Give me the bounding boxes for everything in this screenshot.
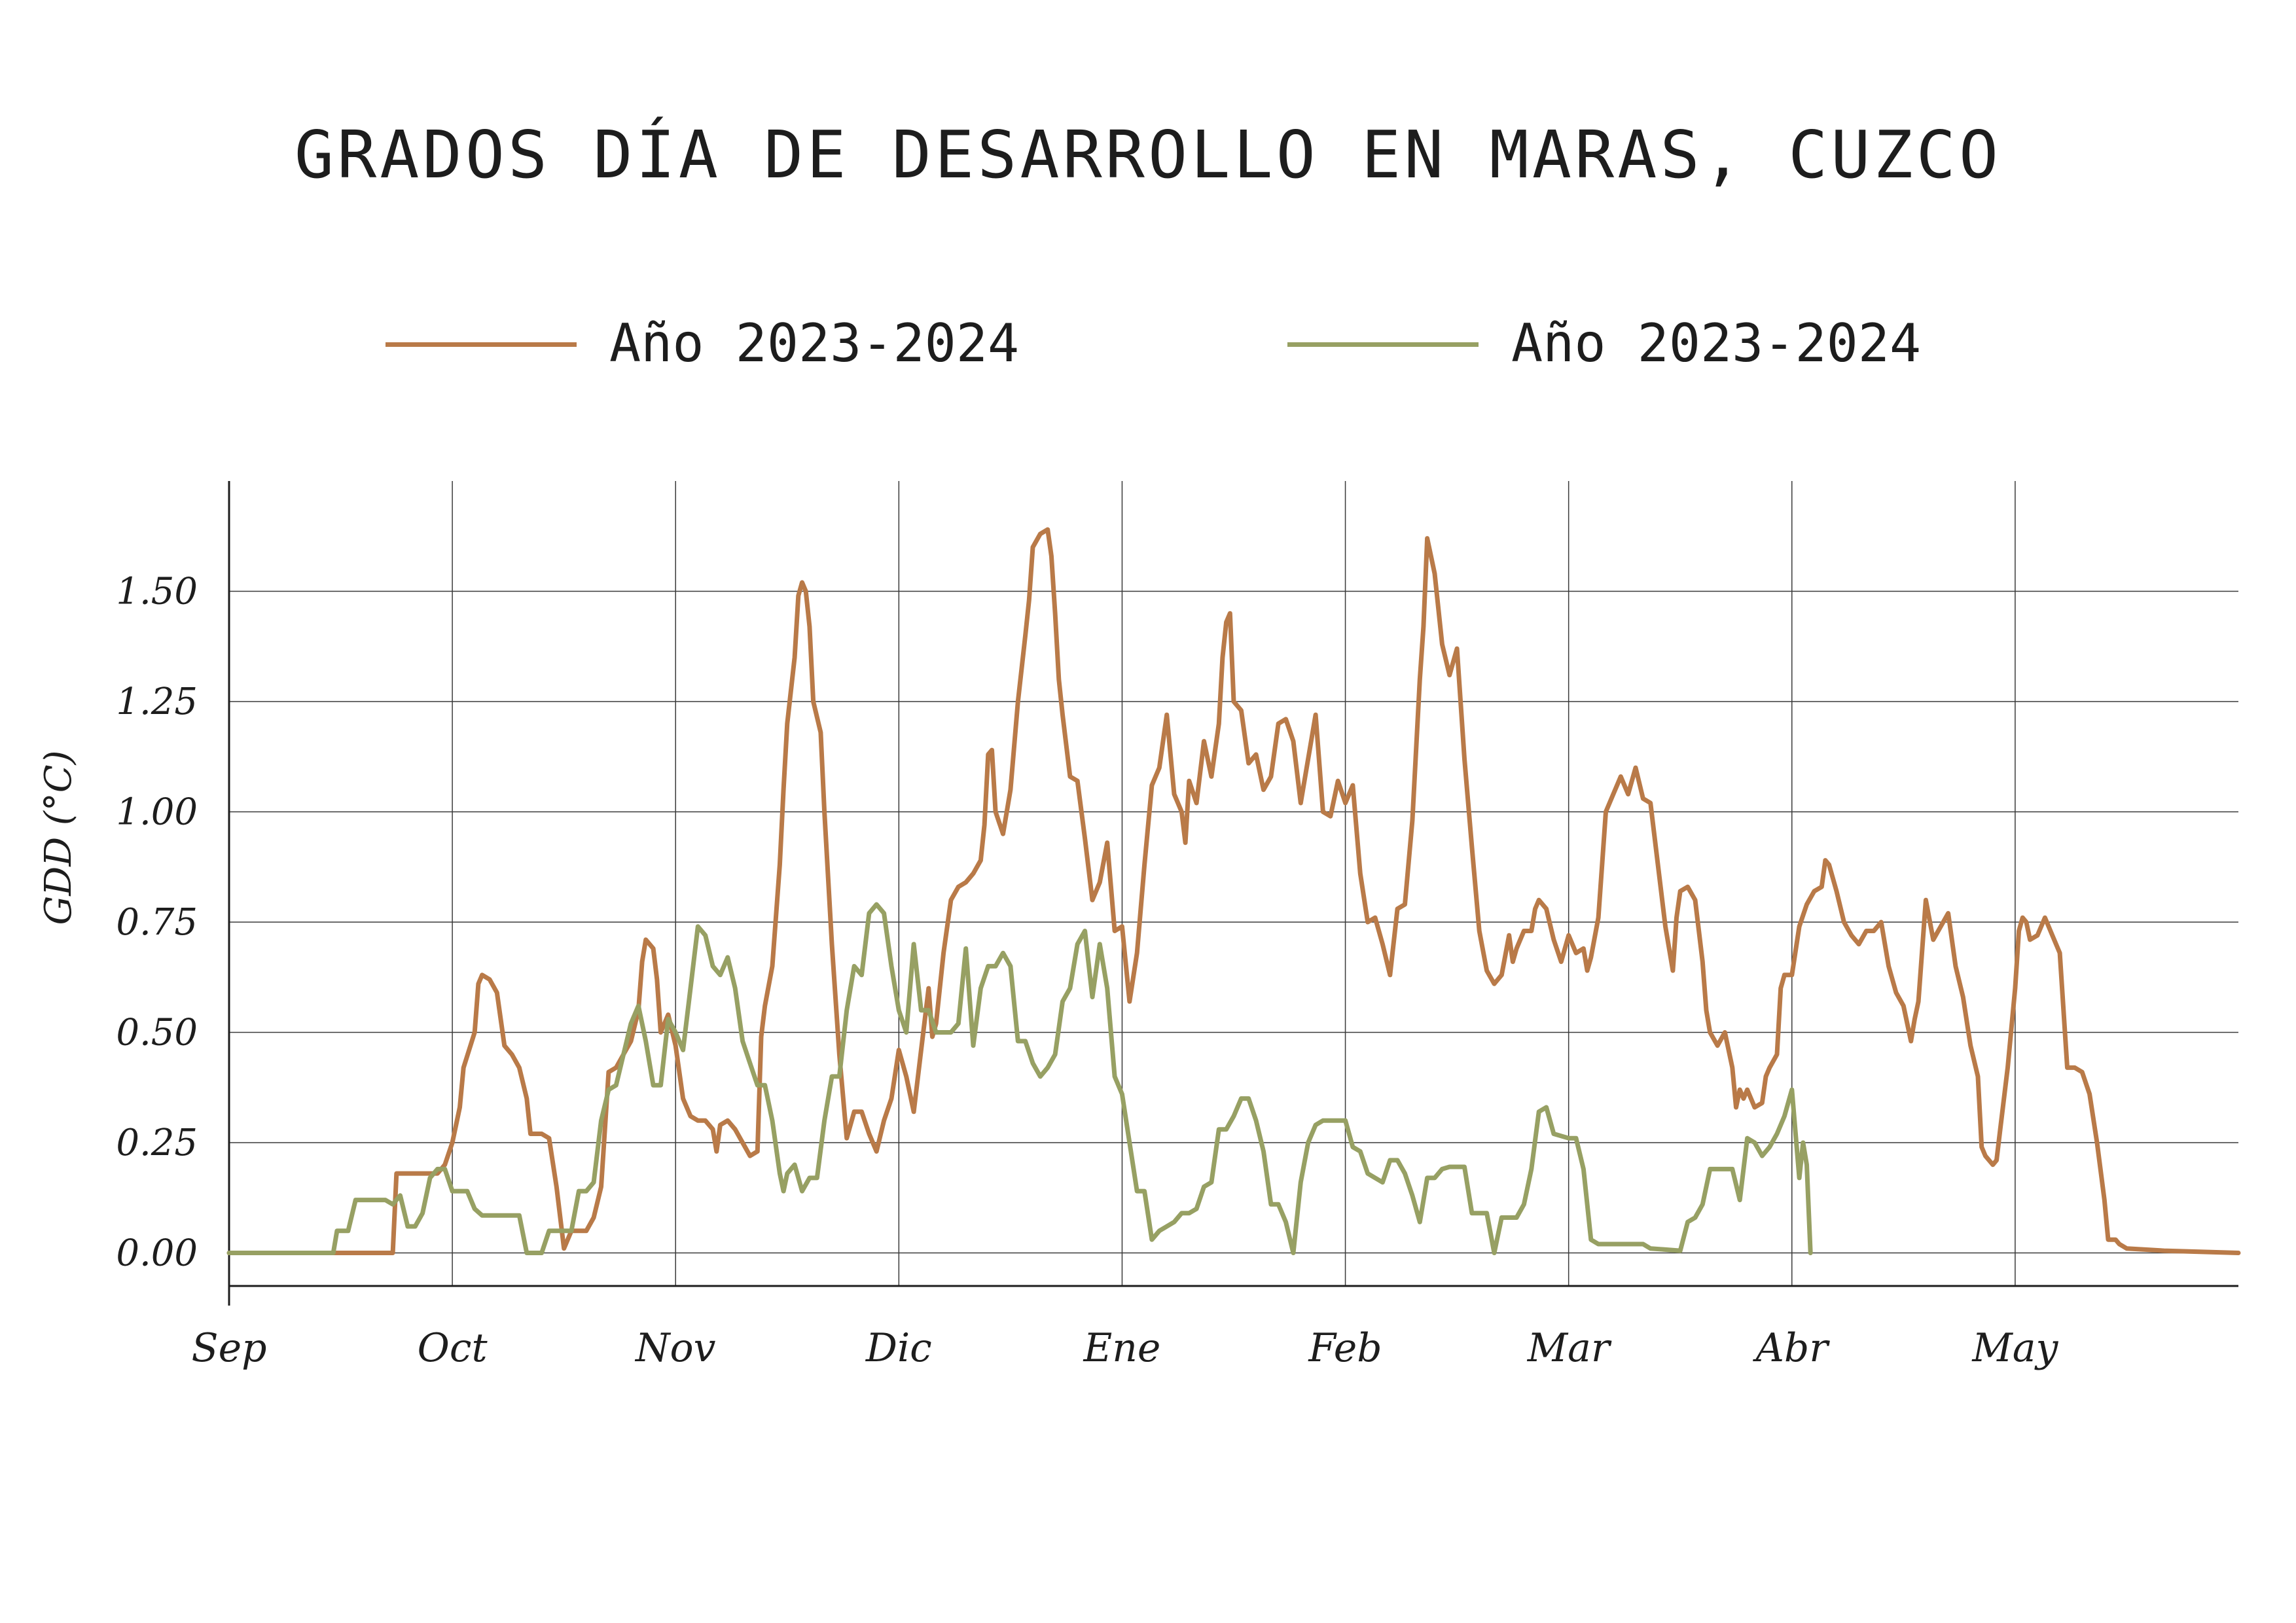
series-line-1[interactable] <box>226 527 2241 1255</box>
x-tick-label: Dic <box>865 1325 932 1371</box>
axes <box>228 481 2238 1306</box>
x-tick-label: Ene <box>1083 1325 1160 1371</box>
legend-swatch-series-1 <box>386 342 577 347</box>
y-tick-label: 1.00 <box>116 791 198 833</box>
tick-labels: 0.00 0.25 0.50 0.75 1.00 1.25 1.50 Sep Oct Nov Dic… <box>116 570 2058 1371</box>
legend-label-series-1: Año 2023-2024 <box>609 313 1020 374</box>
y-tick-label: 0.50 <box>116 1011 198 1054</box>
x-tick-label: Sep <box>191 1325 266 1371</box>
y-tick-label: 1.50 <box>116 570 198 613</box>
x-tick-label: Feb <box>1308 1325 1382 1371</box>
y-tick-label: 1.25 <box>116 681 198 723</box>
y-tick-label: 0.00 <box>116 1232 198 1274</box>
y-tick-label: 0.75 <box>116 901 198 944</box>
x-tick-label: Nov <box>634 1325 716 1371</box>
series-lines <box>226 527 2241 1255</box>
legend-swatch-series-2 <box>1287 342 1479 347</box>
y-axis-label: GDD (°C) <box>37 751 80 925</box>
y-tick-label: 0.25 <box>116 1122 198 1164</box>
x-tick-label: May <box>1971 1325 2058 1371</box>
series-line-2[interactable] <box>226 902 1813 1255</box>
x-tick-label: Mar <box>1527 1325 1612 1371</box>
legend-label-series-2: Año 2023-2024 <box>1511 313 1922 374</box>
chart-title: GRADOS DÍA DE DESARROLLO EN MARAS, CUZCO <box>294 116 2002 193</box>
x-tick-label: Abr <box>1753 1325 1831 1371</box>
x-tick-label: Oct <box>418 1325 488 1371</box>
gridlines <box>229 481 2238 1286</box>
